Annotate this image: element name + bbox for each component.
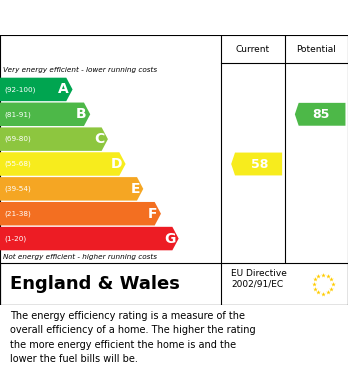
Text: Very energy efficient - lower running costs: Very energy efficient - lower running co…: [3, 67, 158, 73]
Polygon shape: [0, 177, 143, 201]
Text: G: G: [164, 231, 175, 246]
Polygon shape: [231, 152, 282, 176]
Text: C: C: [94, 132, 104, 146]
Text: 58: 58: [251, 158, 269, 170]
Text: (21-38): (21-38): [4, 210, 31, 217]
Text: EU Directive
2002/91/EC: EU Directive 2002/91/EC: [231, 269, 287, 289]
Polygon shape: [0, 78, 72, 101]
Text: B: B: [76, 107, 87, 121]
Text: F: F: [148, 207, 157, 221]
Text: A: A: [58, 83, 69, 97]
Polygon shape: [0, 127, 108, 151]
Text: (55-68): (55-68): [4, 161, 31, 167]
Text: E: E: [130, 182, 140, 196]
Text: Energy Efficiency Rating: Energy Efficiency Rating: [10, 10, 220, 25]
Polygon shape: [0, 152, 126, 176]
Text: (69-80): (69-80): [4, 136, 31, 142]
Polygon shape: [0, 227, 179, 250]
Text: The energy efficiency rating is a measure of the
overall efficiency of a home. T: The energy efficiency rating is a measur…: [10, 311, 256, 364]
Text: (39-54): (39-54): [4, 186, 31, 192]
Polygon shape: [0, 102, 90, 126]
Text: Not energy efficient - higher running costs: Not energy efficient - higher running co…: [3, 254, 158, 260]
Polygon shape: [0, 202, 161, 226]
Text: Current: Current: [236, 45, 270, 54]
Text: 85: 85: [312, 108, 330, 121]
Text: (1-20): (1-20): [4, 235, 26, 242]
Text: Potential: Potential: [296, 45, 336, 54]
Text: (81-91): (81-91): [4, 111, 31, 118]
Polygon shape: [295, 103, 346, 126]
Text: (92-100): (92-100): [4, 86, 35, 93]
Text: D: D: [111, 157, 122, 171]
Text: England & Wales: England & Wales: [10, 275, 180, 293]
